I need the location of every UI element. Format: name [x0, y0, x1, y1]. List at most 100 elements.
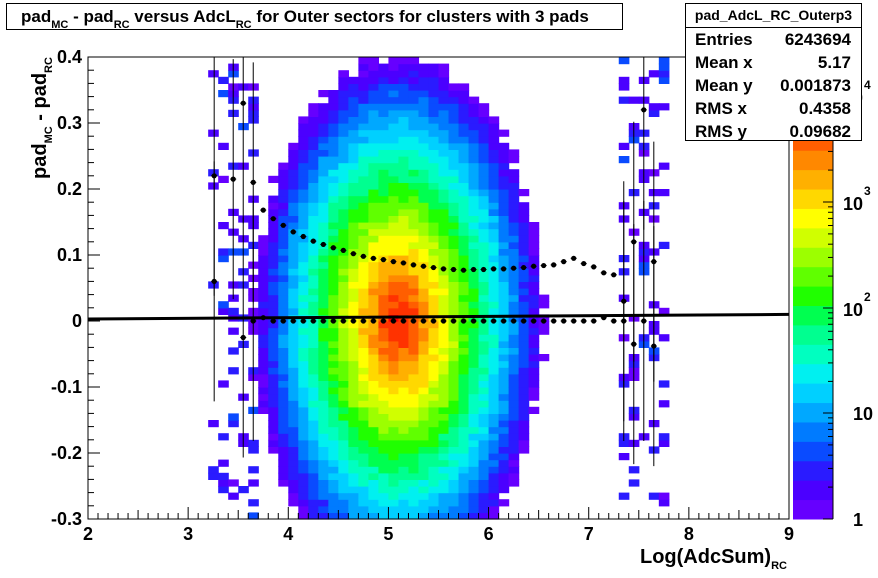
heatmap-cell — [398, 215, 410, 223]
heatmap-cell — [298, 294, 309, 302]
heatmap-cell — [378, 373, 390, 381]
heatmap-cell — [408, 288, 420, 296]
heatmap-cell — [448, 499, 460, 507]
palette-swatch — [793, 363, 833, 384]
heatmap-cell — [208, 472, 219, 480]
heatmap-cell — [458, 261, 470, 269]
heatmap-cell — [308, 274, 319, 282]
heatmap-cell — [468, 103, 480, 111]
heatmap-cell — [308, 136, 319, 144]
heatmap-cell — [288, 433, 299, 441]
rms-profile-point — [611, 272, 617, 278]
heatmap-cell — [268, 274, 279, 282]
heatmap-cell — [418, 103, 430, 111]
heatmap-cell — [318, 479, 329, 487]
heatmap-cell — [508, 241, 520, 249]
heatmap-cell — [318, 235, 329, 243]
heatmap-cell — [508, 479, 520, 487]
heatmap-cell — [278, 261, 289, 269]
mean-profile-point — [500, 318, 507, 324]
heatmap-cell — [278, 347, 289, 355]
heatmap-cell — [218, 307, 229, 315]
heatmap-cell — [338, 70, 349, 78]
heatmap-cell — [318, 208, 329, 216]
heatmap-cell — [468, 228, 480, 236]
mean-profile-point — [330, 318, 336, 324]
heatmap-cell — [288, 189, 299, 197]
heatmap-cell — [468, 426, 480, 434]
heatmap-cell — [348, 354, 359, 362]
heatmap-cell — [268, 380, 279, 388]
heatmap-cell — [358, 109, 369, 117]
heatmap-cell — [338, 340, 349, 348]
heatmap-cell — [488, 123, 500, 131]
heatmap-cell — [528, 334, 540, 342]
heatmap-cell — [388, 76, 400, 84]
heatmap-cell — [348, 162, 359, 170]
rms-profile-point — [450, 266, 457, 273]
heatmap-cell — [288, 446, 299, 454]
heatmap-cell — [408, 281, 420, 289]
heatmap-cell — [368, 301, 380, 309]
heatmap-cell — [458, 109, 470, 117]
heatmap-cell — [368, 222, 380, 230]
heatmap-cell — [468, 393, 480, 401]
heatmap-cell — [368, 492, 380, 500]
heatmap-cell — [418, 380, 430, 388]
heatmap-cell — [378, 83, 390, 91]
heatmap-cell — [478, 274, 490, 282]
heatmap-cell — [488, 347, 500, 355]
heatmap-cell — [508, 314, 520, 322]
heatmap-cell — [348, 76, 359, 84]
heatmap-cell — [298, 334, 309, 342]
heatmap-cell — [418, 413, 430, 421]
heatmap-cell — [388, 446, 400, 454]
rms-profile-point — [561, 259, 567, 265]
heatmap-cell — [498, 373, 510, 381]
heatmap-cell — [428, 439, 440, 447]
heatmap-cell — [348, 103, 359, 111]
y-tick-label: -0.3 — [51, 509, 82, 529]
heatmap-cell — [358, 486, 369, 494]
heatmap-cell — [428, 393, 440, 401]
heatmap-cell — [388, 327, 400, 335]
heatmap-cell — [398, 334, 410, 342]
heatmap-cell — [658, 334, 670, 342]
heatmap-cell — [308, 492, 319, 500]
heatmap-cell — [508, 248, 520, 256]
heatmap-cell — [428, 406, 440, 414]
heatmap-cell — [478, 182, 490, 190]
heatmap-cell — [488, 208, 500, 216]
heatmap-cell — [398, 373, 410, 381]
heatmap-cell — [418, 202, 430, 210]
heatmap-cell — [508, 334, 520, 342]
heatmap-cell — [478, 149, 490, 157]
heatmap-cell — [288, 373, 299, 381]
heatmap-cell — [308, 360, 319, 368]
heatmap-cell — [378, 453, 390, 461]
heatmap-cell — [268, 367, 279, 375]
heatmap-cell — [378, 327, 390, 335]
heatmap-cell — [338, 169, 349, 177]
heatmap-cell — [258, 261, 269, 269]
heatmap-cell — [648, 492, 660, 500]
heatmap-cell — [618, 96, 630, 104]
heatmap-cell — [468, 294, 480, 302]
heatmap-cell — [368, 499, 380, 507]
heatmap-cell — [268, 281, 279, 289]
heatmap-cell — [408, 459, 420, 467]
heatmap-cell — [458, 406, 470, 414]
heatmap-cell — [398, 453, 410, 461]
heatmap-cell — [498, 499, 510, 507]
heatmap-cell — [368, 347, 380, 355]
heatmap-cell — [518, 228, 530, 236]
heatmap-cell — [358, 195, 369, 203]
heatmap-cell — [498, 479, 510, 487]
heatmap-cell — [488, 169, 500, 177]
fit-line — [87, 312, 790, 321]
heatmap-cell — [448, 241, 460, 249]
heatmap-cell — [388, 241, 400, 249]
heatmap-cell — [328, 446, 339, 454]
heatmap-cell — [458, 202, 470, 210]
heatmap-cell — [488, 228, 500, 236]
